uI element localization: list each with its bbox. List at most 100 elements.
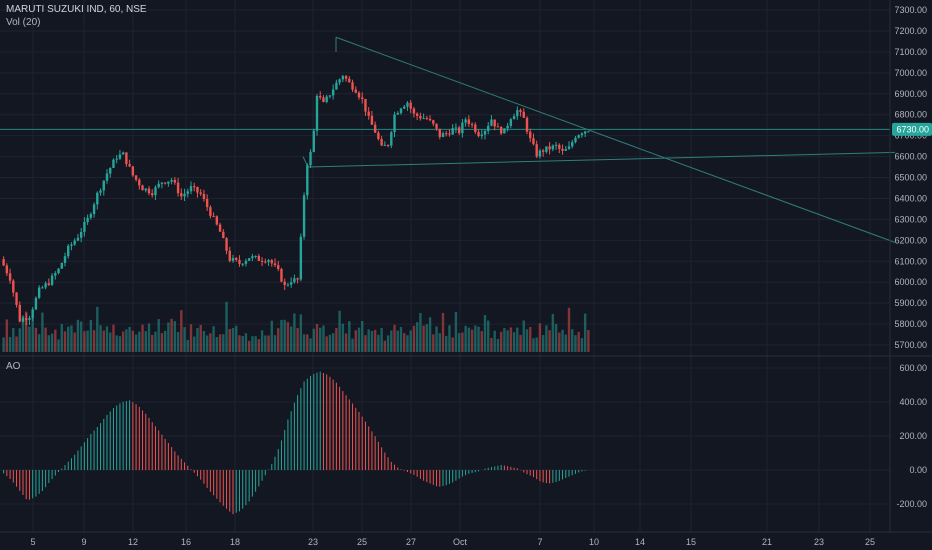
- candle-body: [128, 164, 131, 167]
- volume-bar: [154, 331, 157, 352]
- candle-body: [251, 256, 254, 259]
- candle-body: [293, 278, 296, 283]
- volume-legend[interactable]: Vol (20): [6, 17, 41, 28]
- volume-bar: [483, 315, 487, 352]
- descending-trendline[interactable]: [335, 36, 896, 243]
- price-tick-label: 6200.00: [894, 235, 927, 245]
- candle-body: [218, 224, 222, 232]
- volume-bar: [438, 333, 441, 352]
- candle-body: [448, 133, 451, 135]
- volume-bar: [299, 314, 303, 352]
- volume-bar: [202, 331, 206, 352]
- candle-body: [34, 297, 38, 310]
- volume-bar: [254, 336, 257, 352]
- candle-body: [525, 117, 529, 132]
- volume-bar: [173, 321, 177, 352]
- volume-bar: [109, 332, 112, 352]
- candle-body: [370, 115, 374, 125]
- candle-body: [299, 236, 303, 280]
- volume-bar: [564, 334, 567, 352]
- ao-tick-label: 400.00: [899, 397, 927, 407]
- candle-body: [335, 82, 338, 90]
- volume-bar: [319, 327, 322, 352]
- candle-body: [228, 250, 231, 261]
- volume-bar: [357, 327, 361, 352]
- volume-bar: [37, 334, 41, 352]
- price-axis[interactable]: 7300.00 7200.00 7100.00 7000.00 6900.00 6800.…: [894, 5, 927, 350]
- price-candles[interactable]: [2, 74, 590, 325]
- candle-body: [348, 78, 351, 83]
- price-tick-label: 6600.00: [894, 152, 927, 162]
- candle-body: [487, 125, 490, 131]
- candle-body: [173, 179, 177, 183]
- candle-body: [393, 114, 396, 133]
- volume-bar: [545, 325, 548, 352]
- price-tick-label: 7100.00: [894, 47, 927, 57]
- candle-body: [464, 119, 467, 123]
- volume-bar: [325, 336, 328, 352]
- price-tick-label: 6500.00: [894, 173, 927, 183]
- candle-body: [247, 258, 251, 261]
- candle-body: [79, 231, 83, 238]
- time-tick-label: 12: [128, 537, 138, 547]
- ao-tick-label: 600.00: [899, 363, 927, 373]
- candle-body: [532, 138, 535, 145]
- ascending-trendline[interactable]: [307, 151, 896, 168]
- candle-body: [115, 158, 118, 160]
- time-tick-label: Oct: [453, 537, 468, 547]
- time-tick-label: 10: [589, 537, 599, 547]
- candle-body: [215, 216, 219, 225]
- candle-body: [28, 318, 31, 320]
- time-axis[interactable]: 5 9 12 16 18 23 25 27 Oct 7 10 14 15 21 23 25: [30, 537, 875, 547]
- time-tick-label: 25: [865, 537, 875, 547]
- volume-bar: [241, 336, 244, 352]
- candle-body: [57, 268, 60, 274]
- symbol-legend[interactable]: MARUTI SUZUKI IND, 60, NSE: [6, 4, 147, 15]
- candle-body: [170, 179, 173, 182]
- candle-body: [403, 106, 406, 109]
- ao-tick-label: 0.00: [909, 465, 927, 475]
- candle-body: [412, 108, 416, 114]
- candle-body: [99, 190, 102, 193]
- volume-bar: [554, 323, 558, 352]
- candle-body: [241, 263, 244, 265]
- price-tick-label: 6000.00: [894, 277, 927, 287]
- candle-body: [587, 131, 590, 133]
- candle-body: [235, 257, 238, 260]
- candle-body: [319, 96, 322, 98]
- candle-body: [5, 265, 9, 274]
- time-tick-label: 16: [181, 537, 191, 547]
- volume-bar: [529, 327, 532, 352]
- candle-body: [189, 186, 193, 192]
- price-tick-label: 6300.00: [894, 214, 927, 224]
- candle-body: [260, 260, 264, 262]
- candle-body: [264, 261, 267, 263]
- candle-body: [160, 182, 164, 184]
- candle-body: [474, 124, 477, 132]
- volume-bar: [377, 334, 380, 352]
- volume-bar: [2, 337, 5, 352]
- volume-bar: [21, 316, 25, 352]
- ao-axis[interactable]: 600.00 400.00 200.00 0.00 -200.00: [896, 363, 927, 509]
- candle-body: [257, 255, 261, 261]
- candle-body: [163, 182, 167, 184]
- candle-body: [554, 144, 558, 146]
- volume-bar: [477, 326, 480, 352]
- volume-bar: [147, 323, 151, 352]
- candle-body: [567, 146, 571, 150]
- candle-body: [571, 142, 574, 147]
- volume-bar: [218, 334, 222, 352]
- volume-bar: [8, 337, 12, 352]
- volume-bar: [551, 313, 555, 352]
- ao-legend[interactable]: AO: [6, 361, 21, 372]
- volume-bar: [15, 336, 18, 352]
- candle-body: [509, 119, 513, 126]
- candle-body: [551, 145, 555, 150]
- ao-histogram: [3, 371, 586, 515]
- volume-bar: [267, 335, 270, 352]
- candle-body: [522, 111, 525, 118]
- candle-body: [519, 110, 522, 112]
- volume-bar: [118, 336, 122, 352]
- time-tick-label: 5: [30, 537, 35, 547]
